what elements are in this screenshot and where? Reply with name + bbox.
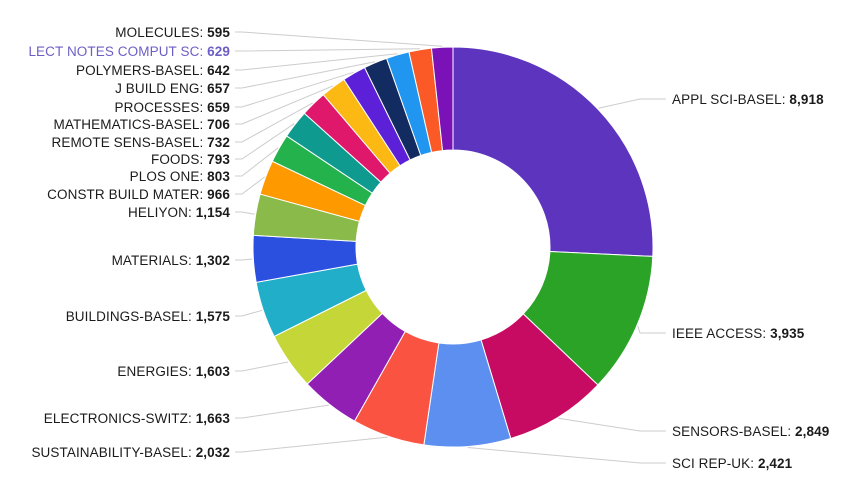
leader-line-j-build-eng	[235, 61, 376, 89]
leader-line-foods	[235, 123, 295, 160]
label-ieee-access: IEEE ACCESS: 3,935	[672, 326, 805, 341]
label-sensors-basel: SENSORS-BASEL: 2,849	[672, 424, 829, 439]
label-molecules: MOLECULES: 595	[115, 25, 230, 40]
label-j-build-eng: J BUILD ENG: 657	[115, 81, 230, 96]
leader-line-electronics-switz	[235, 404, 329, 419]
leader-lines-group	[235, 31, 666, 464]
label-sustainability-basel: SUSTAINABILITY-BASEL: 2,032	[31, 445, 230, 460]
leader-line-appl-sci-basel	[598, 98, 666, 109]
leader-line-mathematics-basel	[235, 85, 333, 125]
label-materials: MATERIALS: 1,302	[112, 253, 230, 268]
leader-line-sensors-basel	[558, 417, 666, 432]
leader-line-buildings-basel	[235, 309, 263, 317]
label-constr-build-mater: CONSTR BUILD MATER: 966	[47, 187, 230, 202]
leader-line-processes	[235, 71, 354, 108]
leader-line-heliyon	[235, 211, 255, 215]
slice-appl-sci-basel[interactable]	[452, 46, 654, 257]
label-remote-sens-basel: REMOTE SENS-BASEL: 732	[51, 135, 230, 150]
leader-line-materials	[235, 258, 253, 261]
leader-line-polymers-basel	[235, 53, 398, 71]
label-lect-notes-comput-sc: LECT NOTES COMPUT SC: 629	[28, 44, 230, 59]
leader-line-lect-notes-comput-sc	[235, 48, 421, 52]
label-electronics-switz: ELECTRONICS-SWITZ: 1,663	[44, 411, 231, 426]
slice-molecules[interactable]	[430, 46, 454, 152]
label-mathematics-basel: MATHEMATICS-BASEL: 706	[54, 117, 231, 132]
label-heliyon: HELIYON: 1,154	[128, 205, 230, 220]
leader-line-plos-one	[235, 147, 279, 177]
label-appl-sci-basel: APPL SCI-BASEL: 8,918	[672, 92, 824, 107]
label-polymers-basel: POLYMERS-BASEL: 642	[76, 63, 230, 78]
label-sci-rep-uk: SCI REP-UK: 2,421	[672, 456, 793, 471]
leader-line-sustainability-basel	[235, 436, 388, 453]
label-energies: ENERGIES: 1,603	[117, 364, 230, 379]
label-buildings-basel: BUILDINGS-BASEL: 1,575	[66, 309, 231, 324]
slices-group	[252, 46, 654, 448]
leader-line-sci-rep-uk	[467, 447, 666, 464]
leader-line-ieee-access	[637, 325, 666, 334]
leader-line-constr-build-mater	[235, 176, 265, 195]
label-processes: PROCESSES: 659	[115, 100, 230, 115]
leader-line-energies	[235, 361, 289, 372]
label-plos-one: PLOS ONE: 803	[130, 169, 231, 184]
label-foods: FOODS: 793	[151, 152, 230, 167]
labels-group: APPL SCI-BASEL: 8,918 IEEE ACCESS: 3,935 S…	[28, 25, 829, 471]
leader-line-remote-sens-basel	[235, 102, 314, 143]
leader-line-molecules	[235, 31, 443, 47]
